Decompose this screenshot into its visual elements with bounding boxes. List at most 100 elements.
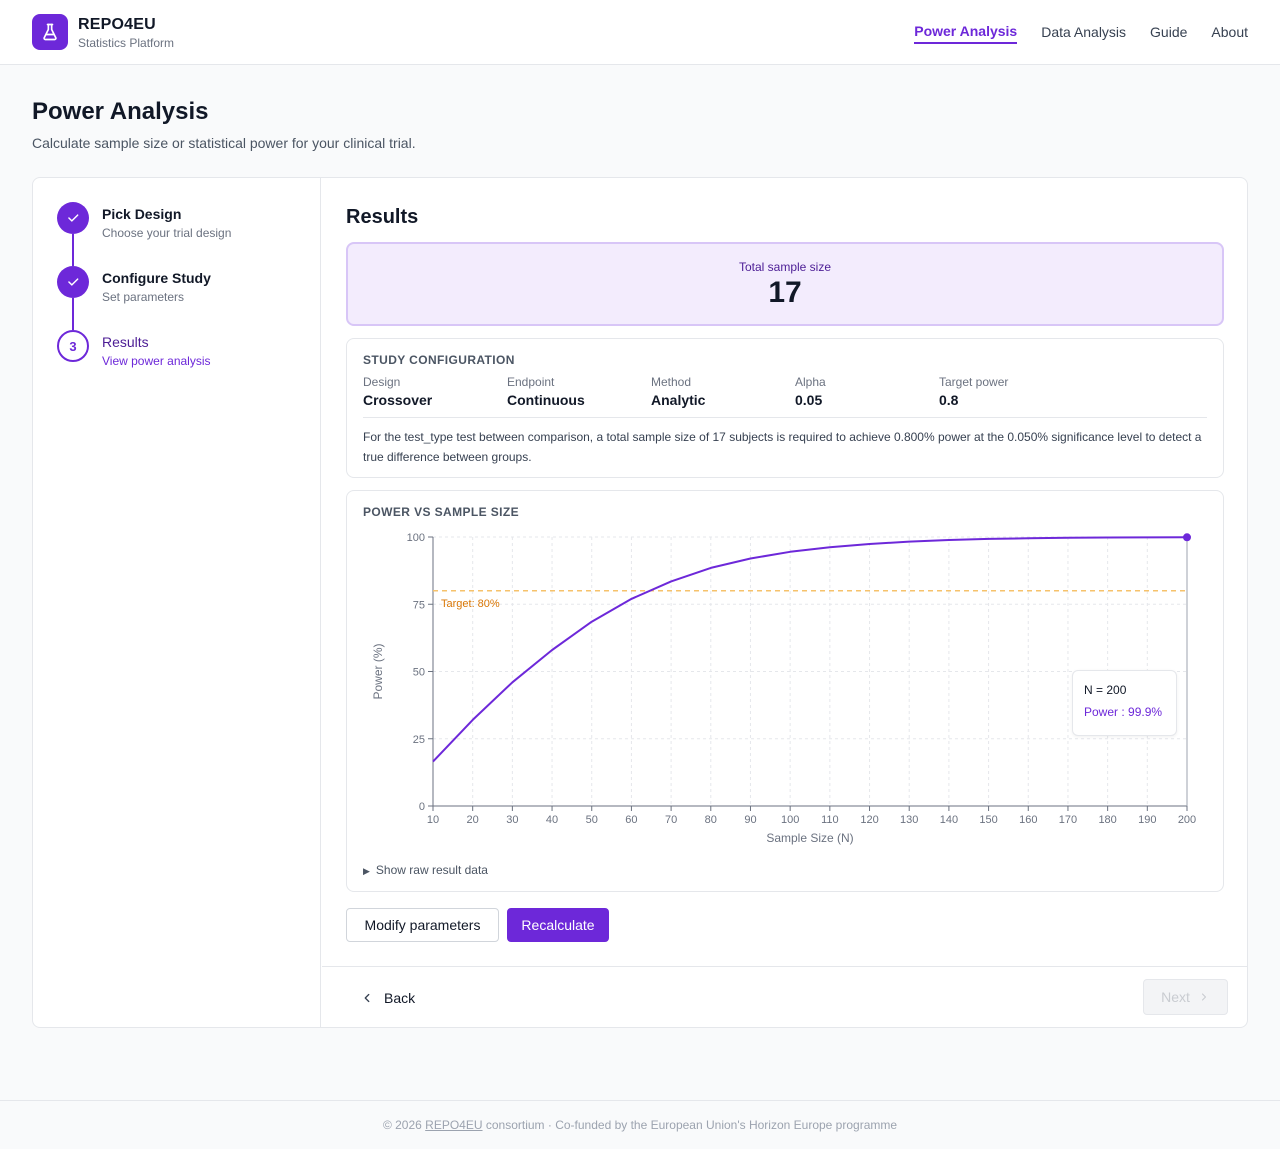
check-icon — [68, 278, 79, 286]
recalculate-button[interactable]: Recalculate — [507, 908, 609, 942]
x-tick-label: 180 — [1098, 814, 1116, 826]
step-pick-design[interactable]: Pick Design Choose your trial design — [57, 202, 297, 242]
next-button[interactable]: Next — [1143, 979, 1228, 1015]
nav-power-analysis[interactable]: Power Analysis — [914, 17, 1018, 44]
tooltip-power: Power : 99.9% — [1084, 705, 1163, 719]
raw-toggle-label: Show raw result data — [375, 863, 488, 877]
power-chart-card: POWER VS SAMPLE SIZE 10 20 30 40 50 60 70 80 90 1… — [346, 490, 1224, 892]
config-design: Design Crossover — [363, 375, 432, 408]
show-raw-data-toggle[interactable]: ▶ Show raw result data — [363, 863, 488, 877]
x-tick-label: 70 — [665, 814, 677, 826]
tooltip-n: N = 200 — [1084, 683, 1127, 697]
x-tick-label: 50 — [586, 814, 598, 826]
step-number: 3 — [57, 330, 89, 362]
step-connector — [72, 298, 74, 330]
next-label: Next — [1161, 989, 1190, 1005]
power-curve — [432, 536, 1188, 763]
y-axis-label: Power (%) — [371, 643, 385, 699]
step-connector — [72, 234, 74, 266]
x-tick-label: 90 — [744, 814, 756, 826]
back-button[interactable]: Back — [346, 981, 429, 1015]
x-tick-label: 150 — [979, 814, 997, 826]
chevron-right-icon — [1201, 993, 1206, 1001]
config-value: Analytic — [651, 392, 706, 408]
x-tick-label: 120 — [860, 814, 878, 826]
logo[interactable] — [32, 14, 68, 50]
x-tick-label: 40 — [546, 814, 558, 826]
results-panel: Results Total sample size 17 STUDY CONFI… — [322, 178, 1248, 1027]
brand-subtitle: Statistics Platform — [78, 36, 175, 50]
config-label: Alpha — [795, 375, 826, 389]
config-alpha: Alpha 0.05 — [795, 375, 826, 408]
x-tick-label: 190 — [1138, 814, 1156, 826]
x-tick-label: 100 — [781, 814, 799, 826]
target-reference-label: Target: 80% — [441, 598, 500, 610]
check-icon — [68, 214, 79, 222]
main-nav: Power Analysis Data Analysis Guide About — [914, 0, 1248, 64]
triangle-right-icon: ▶ — [363, 866, 370, 876]
y-tick-label: 25 — [413, 734, 425, 746]
page-subtitle: Calculate sample size or statistical pow… — [32, 135, 416, 151]
config-value: 0.05 — [795, 392, 823, 408]
wizard-card: Pick Design Choose your trial design Con… — [32, 177, 1248, 1028]
back-label: Back — [384, 990, 416, 1006]
config-label: Method — [651, 375, 692, 389]
top-navbar: REPO4EU Statistics Platform Power Analys… — [0, 0, 1280, 65]
section-heading: STUDY CONFIGURATION — [363, 353, 515, 367]
y-tick-label: 0 — [419, 801, 425, 813]
x-tick-label: 20 — [467, 814, 479, 826]
wizard-footer: Back Next — [322, 966, 1248, 1027]
nav-data-analysis[interactable]: Data Analysis — [1041, 24, 1127, 40]
flask-icon — [43, 23, 57, 41]
step-results[interactable]: 3 Results View power analysis — [57, 330, 297, 370]
config-method: Method Analytic — [651, 375, 705, 408]
nav-about[interactable]: About — [1211, 24, 1248, 40]
highlight-point — [1183, 533, 1191, 542]
step-description: Set parameters — [102, 290, 185, 304]
modify-parameters-button[interactable]: Modify parameters — [346, 908, 499, 942]
divider — [363, 417, 1207, 418]
page-footer: © 2026 REPO4EU consortium · Co-funded by… — [0, 1100, 1280, 1149]
page-title: Power Analysis — [32, 98, 209, 125]
step-description: Choose your trial design — [102, 226, 232, 240]
y-tick-label: 100 — [407, 532, 425, 544]
stepper-sidebar: Pick Design Choose your trial design Con… — [33, 178, 321, 1027]
footer-link[interactable]: REPO4EU — [425, 1118, 483, 1132]
step-title: Configure Study — [102, 270, 211, 286]
section-heading: POWER VS SAMPLE SIZE — [363, 505, 520, 519]
config-value: Continuous — [507, 392, 585, 408]
total-sample-size-value: 17 — [768, 276, 802, 309]
chart-tooltip: N = 200 Power : 99.9% — [1072, 670, 1177, 736]
total-sample-size-label: Total sample size — [738, 260, 832, 274]
step-title: Results — [102, 334, 149, 350]
footer-text: © 2026 REPO4EU consortium · Co-funded by… — [0, 1118, 1280, 1132]
brand-name: REPO4EU — [78, 16, 156, 33]
config-summary: For the test_type test between compariso… — [363, 430, 1202, 464]
y-tick-label: 75 — [413, 599, 425, 611]
y-tick-label: 50 — [413, 667, 425, 679]
x-axis-label: Sample Size (N) — [766, 831, 853, 845]
x-tick-label: 160 — [1019, 814, 1037, 826]
results-title: Results — [346, 206, 419, 228]
config-target-power: Target power 0.8 — [939, 375, 1008, 408]
config-value: Crossover — [363, 392, 433, 408]
config-label: Design — [363, 375, 401, 389]
study-configuration-card: STUDY CONFIGURATION Design Crossover End… — [346, 338, 1224, 478]
x-tick-label: 10 — [427, 814, 439, 826]
chevron-left-icon — [364, 993, 370, 1003]
nav-guide[interactable]: Guide — [1150, 24, 1188, 40]
x-tick-label: 130 — [900, 814, 918, 826]
power-vs-sample-size-chart[interactable]: 10 20 30 40 50 60 70 80 90 100 110 120 130 140 150 160 1… — [347, 491, 1223, 851]
config-label: Endpoint — [507, 375, 555, 389]
config-endpoint: Endpoint Continuous — [507, 375, 585, 408]
config-value: 0.8 — [939, 392, 959, 408]
step-title: Pick Design — [102, 206, 182, 222]
step-description: View power analysis — [102, 354, 211, 368]
step-complete-indicator — [57, 202, 89, 234]
x-tick-label: 80 — [705, 814, 717, 826]
x-tick-label: 140 — [940, 814, 958, 826]
x-tick-label: 200 — [1178, 814, 1196, 826]
step-configure-study[interactable]: Configure Study Set parameters — [57, 266, 297, 306]
x-tick-label: 170 — [1059, 814, 1077, 826]
footer-suffix: consortium · Co-funded by the European U… — [482, 1118, 898, 1132]
